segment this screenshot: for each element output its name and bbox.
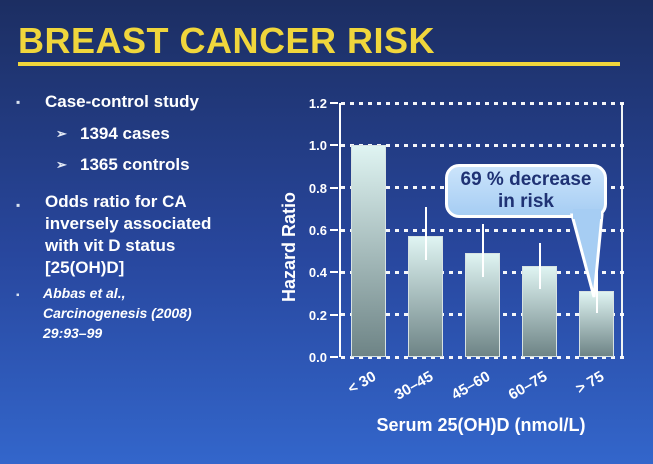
- x-tick-label: 60–75: [505, 368, 550, 404]
- error-bar: [595, 268, 598, 313]
- y-tick-mark: [330, 186, 338, 189]
- error-bar: [424, 206, 427, 260]
- callout-line2: in risk: [498, 191, 554, 212]
- y-tick-mark: [330, 144, 338, 147]
- y-tick-label: 0.0: [308, 350, 327, 365]
- error-bar: [538, 242, 541, 290]
- y-tick-mark: [330, 356, 338, 358]
- bullet-case-control: ▪ Case-control study: [14, 92, 199, 112]
- arrow-bullet-icon: ➢: [56, 157, 67, 172]
- sub-bullet-text: 1394 cases: [80, 124, 170, 143]
- bullet-citation: ▪ Abbas et al., Carcinogenesis (2008) 29…: [14, 283, 218, 343]
- y-tick-mark: [330, 271, 338, 274]
- y-axis-tick-labels: 0.0 0.2 0.4 0.6 0.8 1.0 1.2: [291, 96, 333, 365]
- bullet-text: Odds ratio for CA inversely associated w…: [45, 192, 212, 277]
- bar: [351, 145, 386, 357]
- gridline: [341, 355, 625, 359]
- callout-line1: 69 % decrease: [460, 169, 592, 191]
- y-tick-label: 0.4: [308, 265, 327, 281]
- y-tick-mark: [330, 229, 338, 231]
- y-tick-label: 1.0: [308, 138, 327, 154]
- sub-bullet-text: 1365 controls: [80, 155, 190, 174]
- y-tick-label: 0.6: [308, 223, 327, 238]
- plot-area: [330, 101, 625, 359]
- bullet-text: Case-control study: [45, 92, 199, 111]
- y-tick-mark: [330, 102, 338, 104]
- title-underline: [18, 62, 620, 66]
- citation-text: Abbas et al., Carcinogenesis (2008) 29:9…: [43, 285, 192, 341]
- sub-bullet-controls: ➢ 1365 controls: [56, 155, 190, 175]
- x-axis-title: Serum 25(OH)D (nmol/L): [376, 415, 586, 435]
- square-bullet-icon: ▪: [16, 95, 21, 109]
- gridline: [341, 101, 625, 105]
- square-bullet-icon: ▪: [16, 290, 20, 301]
- x-tick-label: 30–45: [391, 368, 436, 404]
- sub-bullet-cases: ➢ 1394 cases: [56, 124, 170, 144]
- bullet-odds-ratio: ▪ Odds ratio for CA inversely associated…: [14, 191, 244, 279]
- x-tick-label: < 30: [344, 368, 379, 398]
- x-tick-label: > 75: [572, 368, 607, 398]
- slide-title: BREAST CANCER RISK: [18, 20, 436, 61]
- error-bar: [481, 223, 484, 277]
- x-axis-tick-labels: < 30 30–45 45–60 60–75 > 75: [339, 358, 623, 413]
- square-bullet-icon: ▪: [16, 198, 21, 212]
- x-tick-label: 45–60: [448, 368, 493, 404]
- arrow-bullet-icon: ➢: [56, 126, 67, 141]
- gridline: [341, 143, 625, 147]
- y-tick-label: 0.2: [308, 307, 327, 323]
- callout-tail: [570, 209, 604, 298]
- bar: [408, 236, 443, 357]
- y-tick-label: 0.8: [308, 180, 327, 196]
- y-tick-mark: [330, 313, 338, 316]
- y-tick-label: 1.2: [308, 96, 327, 111]
